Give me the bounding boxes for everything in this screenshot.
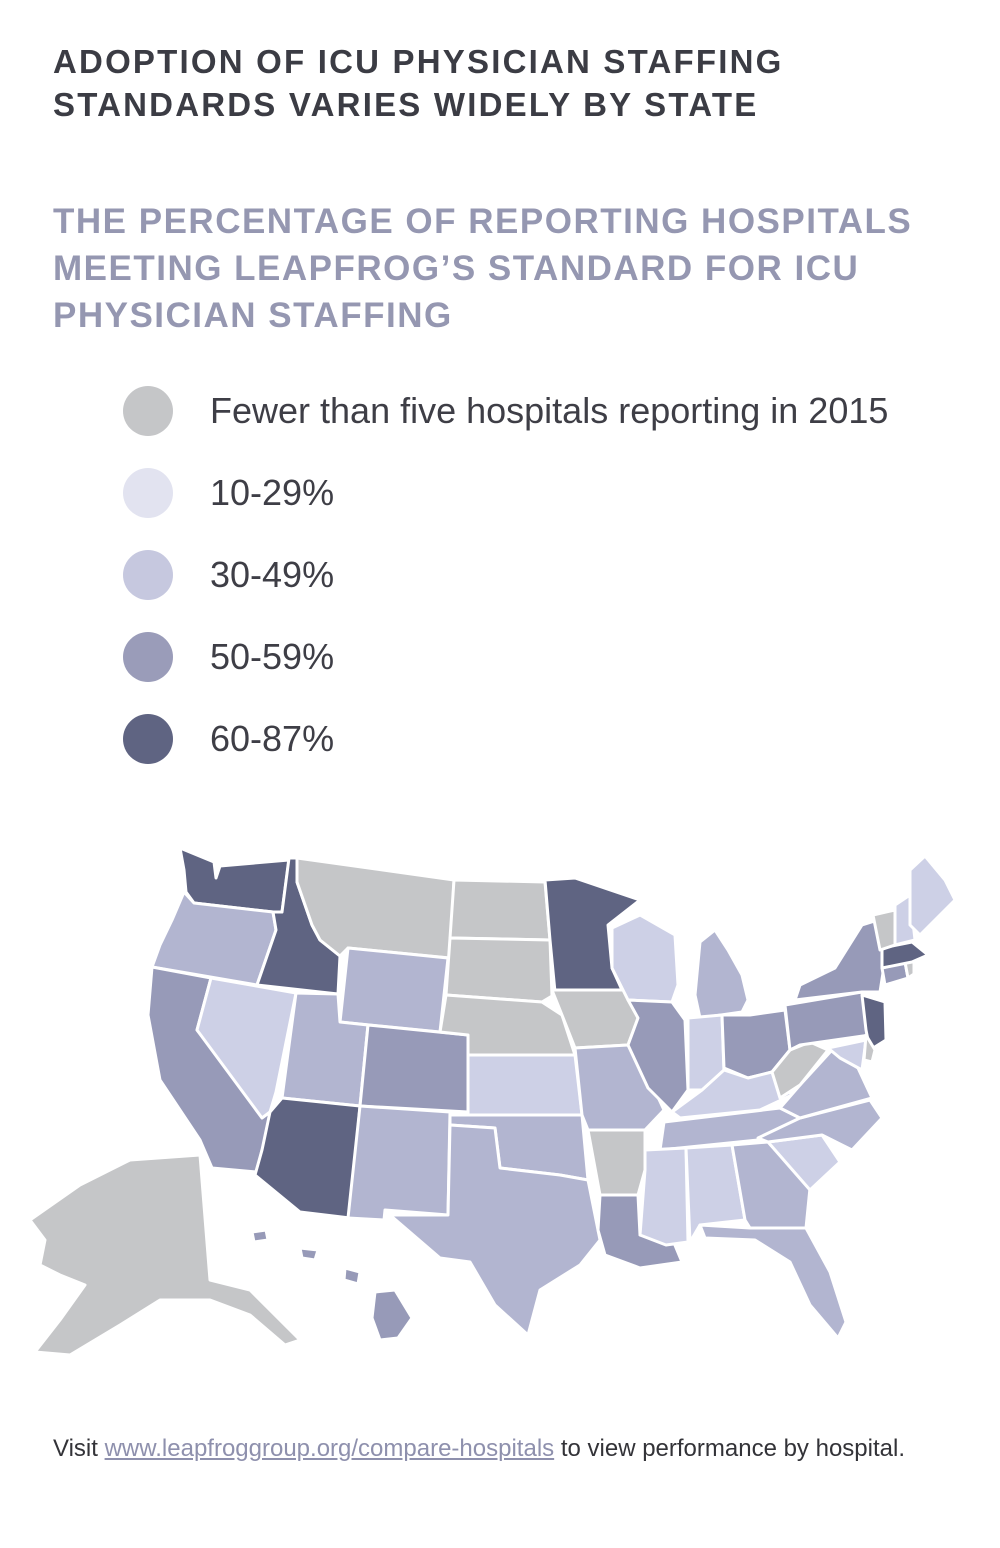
subheadline-line-2: MEETING LEAPFROG’S STANDARD FOR ICU <box>53 249 860 288</box>
state-MI <box>693 928 750 1020</box>
subheadline-line-1: THE PERCENTAGE OF REPORTING HOSPITALS <box>53 202 913 241</box>
legend-item-60-87: 60-87% <box>123 714 983 766</box>
state-HI-oahu <box>298 1246 320 1262</box>
legend-item-30-49: 30-49% <box>123 550 983 602</box>
us-state-map <box>28 846 957 1357</box>
state-AR <box>586 1128 647 1197</box>
legend-item-50-59: 50-59% <box>123 632 983 684</box>
state-AK <box>28 1153 302 1357</box>
state-CO <box>358 1023 470 1114</box>
headline-line-2: STANDARDS VARIES WIDELY BY STATE <box>53 86 759 123</box>
legend-item-10-29: 10-29% <box>123 468 983 520</box>
legend-label-insufficient: Fewer than five hospitals reporting in 2… <box>210 390 889 431</box>
state-MD <box>826 1038 868 1072</box>
state-FL <box>698 1223 848 1340</box>
subheadline-line-3: PHYSICIAN STAFFING <box>53 296 453 335</box>
state-SD <box>444 936 554 1004</box>
legend-swatch-insufficient <box>123 386 173 436</box>
states-layer <box>28 846 957 1357</box>
state-NY <box>793 918 887 1002</box>
compare-hospitals-link[interactable]: www.leapfroggroup.org/compare-hospitals <box>104 1435 555 1462</box>
state-AL <box>684 1143 747 1244</box>
legend-item-insufficient: Fewer than five hospitals reporting in 2… <box>123 386 983 438</box>
legend-label-50-59: 50-59% <box>210 636 335 677</box>
legend-label-10-29: 10-29% <box>210 472 335 513</box>
footer-prefix: Visit <box>53 1435 105 1462</box>
footer-note: Visit www.leapfroggroup.org/compare-hosp… <box>53 1432 933 1466</box>
state-DE <box>862 1033 877 1064</box>
legend-swatch-10-29 <box>123 468 173 518</box>
legend-swatch-60-87 <box>123 714 173 764</box>
legend-swatch-50-59 <box>123 632 173 682</box>
state-HI-maui <box>342 1266 362 1286</box>
state-NM <box>346 1104 452 1222</box>
state-TX <box>388 1123 602 1337</box>
legend-swatch-30-49 <box>123 550 173 600</box>
state-HI-kauai <box>250 1228 270 1244</box>
state-MS <box>638 1146 690 1247</box>
state-LA <box>596 1193 684 1270</box>
state-AZ <box>253 1096 362 1220</box>
headline-line-1: ADOPTION OF ICU PHYSICIAN STAFFING <box>53 43 784 80</box>
footer-suffix: to view performance by hospital. <box>554 1435 905 1462</box>
state-ND <box>448 878 552 942</box>
legend-label-60-87: 60-87% <box>210 718 335 759</box>
state-HI <box>370 1288 414 1342</box>
state-ME <box>908 854 957 937</box>
state-WI <box>610 913 680 1004</box>
headline: ADOPTION OF ICU PHYSICIAN STAFFING STAND… <box>53 40 784 126</box>
legend-label-30-49: 30-49% <box>210 554 335 595</box>
state-KS <box>466 1053 584 1117</box>
subheadline: THE PERCENTAGE OF REPORTING HOSPITALS ME… <box>53 198 912 339</box>
state-WY <box>338 946 450 1034</box>
